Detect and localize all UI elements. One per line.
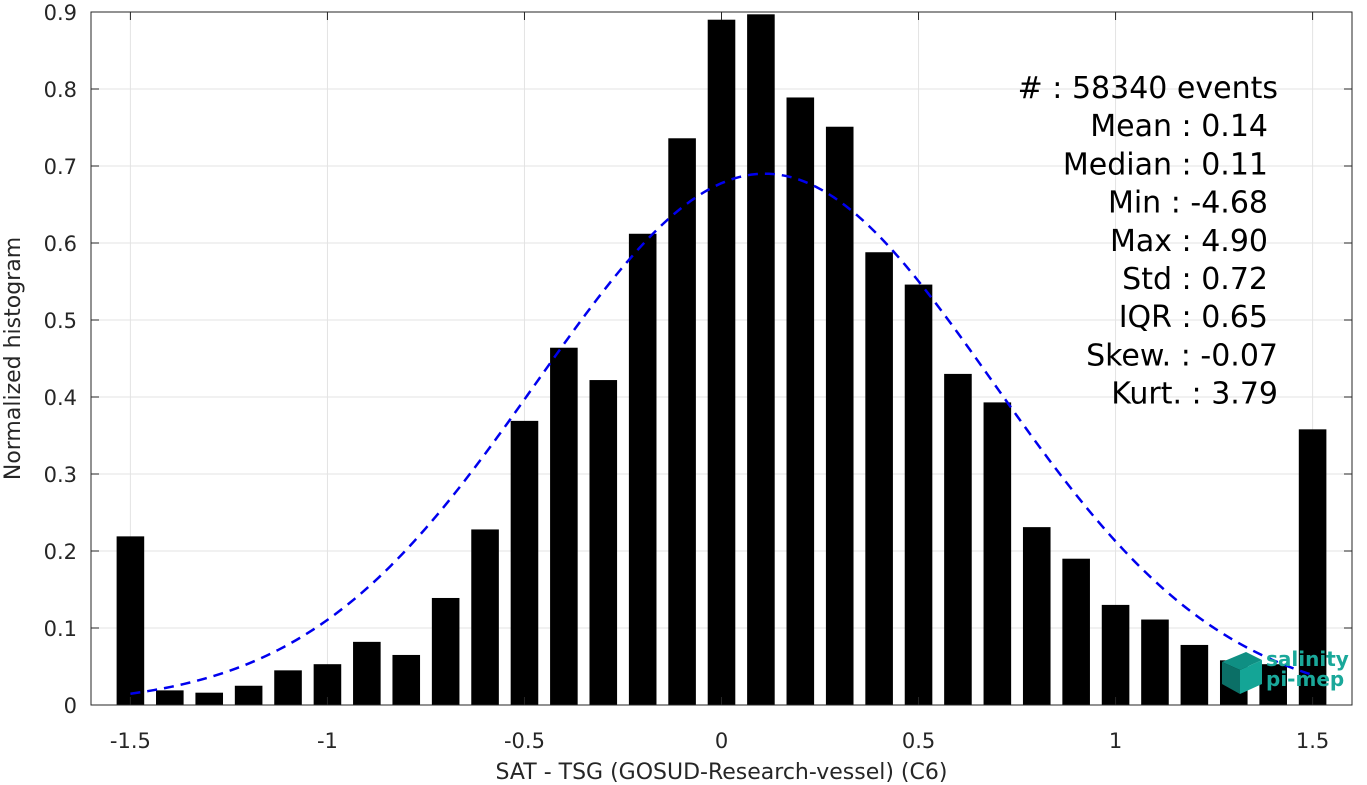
histogram-bar: [1298, 429, 1327, 705]
x-tick-label: -0.5: [504, 729, 545, 753]
histogram-bar: [589, 380, 618, 705]
stat-line: Skew. : -0.07: [1086, 338, 1278, 373]
y-tick-label: 0.8: [44, 78, 77, 102]
stat-line: IQR : 0.65: [1119, 300, 1268, 335]
y-tick-label: 0.4: [44, 386, 77, 410]
histogram-bar: [1259, 664, 1287, 705]
stat-line: Max : 4.90: [1110, 224, 1268, 259]
histogram-bar: [1180, 644, 1209, 705]
logo-line1: salinity: [1266, 647, 1349, 671]
y-tick-label: 0.6: [44, 232, 77, 256]
histogram-bar: [983, 402, 1012, 705]
histogram-bar: [274, 670, 302, 705]
x-axis-label: SAT - TSG (GOSUD-Research-vessel) (C6): [496, 760, 948, 785]
histogram-bar: [156, 690, 184, 705]
histogram-bar: [116, 536, 145, 705]
histogram-bar: [786, 97, 815, 706]
histogram-bars: [116, 14, 1327, 706]
stat-line: Kurt. : 3.79: [1111, 377, 1278, 412]
histogram-bar: [1101, 604, 1130, 705]
y-tick-label: 0.9: [44, 1, 77, 25]
histogram-bar: [1141, 619, 1169, 705]
x-axis-ticks: -1.5 -1 -0.5 0 0.5 1 1.5: [110, 12, 1329, 753]
histogram-bar: [471, 529, 499, 705]
histogram-bar: [195, 692, 224, 705]
histogram-bar: [904, 284, 933, 705]
x-tick-label: 0.5: [902, 729, 935, 753]
stat-line: # : 58340 events: [1018, 71, 1278, 106]
x-tick-label: -1: [317, 729, 338, 753]
y-tick-label: 0.5: [44, 309, 77, 333]
histogram-bar: [825, 126, 854, 706]
histogram-bar: [353, 641, 381, 705]
stat-line: Min : -4.68: [1108, 186, 1268, 221]
logo-line2: pi-mep: [1266, 667, 1344, 691]
histogram-bar: [431, 597, 460, 705]
y-tick-label: 0.1: [44, 617, 77, 641]
y-axis-ticks: 0 0.1 0.2 0.3 0.4 0.5 0.6 0.7 0.8 0.9: [44, 1, 1352, 718]
y-tick-label: 0.3: [44, 463, 77, 487]
stat-line: Median : 0.11: [1063, 147, 1268, 182]
cube-icon: [1222, 652, 1262, 694]
x-tick-label: 1: [1109, 729, 1122, 753]
x-tick-label: -1.5: [110, 729, 151, 753]
histogram-bar: [392, 654, 421, 705]
histogram-bar: [510, 420, 539, 705]
y-tick-label: 0.7: [44, 155, 77, 179]
histogram-bar: [944, 373, 972, 705]
x-tick-label: 0: [715, 729, 728, 753]
histogram-bar: [707, 19, 736, 705]
histogram-bar: [865, 252, 893, 706]
gaussian-fit-curve: [130, 172, 1313, 695]
histogram-bar: [1062, 558, 1090, 705]
y-tick-label: 0.2: [44, 540, 77, 564]
x-tick-label: 1.5: [1296, 729, 1329, 753]
histogram-bar: [550, 347, 578, 705]
histogram-bar: [668, 138, 696, 705]
histogram-bar: [747, 14, 775, 706]
salinity-pimep-logo: salinity pi-mep: [1222, 647, 1349, 694]
histogram-bar: [1022, 527, 1051, 705]
histogram-bar: [234, 685, 263, 705]
stat-line: Std : 0.72: [1122, 262, 1268, 297]
y-tick-label: 0: [64, 694, 77, 718]
histogram-bar: [628, 233, 657, 705]
stat-line: Mean : 0.14: [1090, 109, 1268, 144]
y-axis-label: Normalized histogram: [1, 237, 26, 480]
